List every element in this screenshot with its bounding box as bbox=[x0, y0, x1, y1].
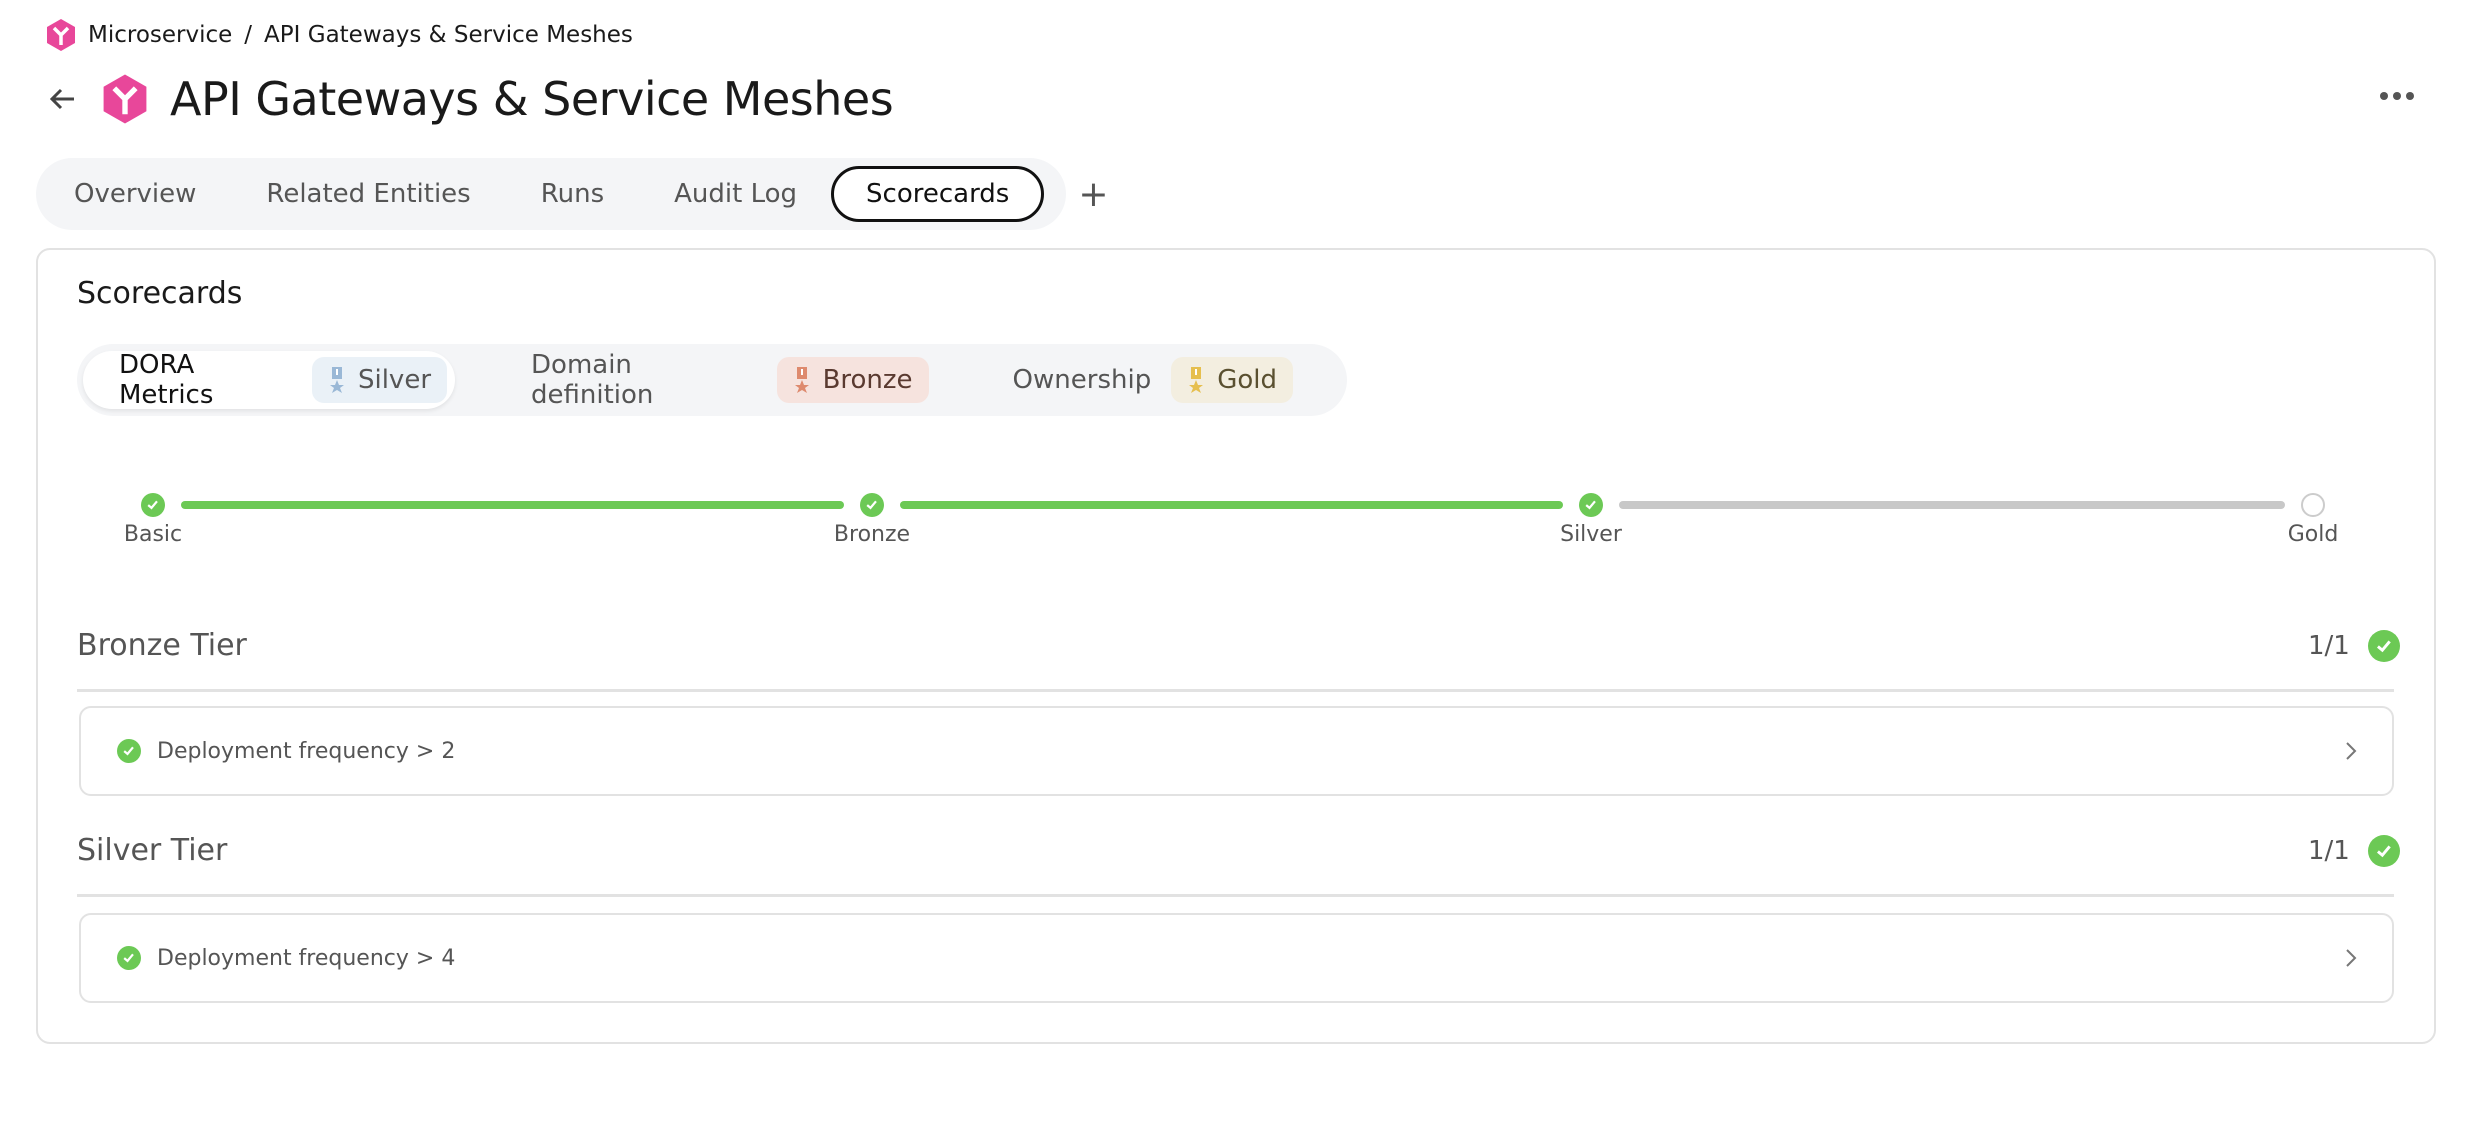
breadcrumb-current: API Gateways & Service Meshes bbox=[264, 22, 633, 48]
tab-related-entities[interactable]: Related Entities bbox=[266, 179, 471, 209]
dot-icon bbox=[2406, 92, 2414, 100]
divider bbox=[77, 689, 2394, 692]
rule-item[interactable]: Deployment frequency > 4 bbox=[79, 913, 2394, 1003]
level-label: Silver bbox=[357, 365, 432, 395]
progress-segment bbox=[1619, 501, 2285, 509]
more-options-button[interactable] bbox=[2380, 92, 2414, 100]
chevron-right-icon bbox=[2346, 949, 2357, 967]
level-label: Gold bbox=[1217, 365, 1277, 395]
check-circle-icon bbox=[860, 493, 884, 517]
divider bbox=[77, 894, 2394, 897]
tab-scorecards[interactable]: Scorecards bbox=[831, 166, 1045, 222]
level-badge: Gold bbox=[1171, 357, 1293, 403]
scorecards-panel bbox=[36, 248, 2436, 1044]
tier-count: 1/1 bbox=[2308, 631, 2350, 661]
medal-icon bbox=[329, 367, 344, 393]
rule-item[interactable]: Deployment frequency > 2 bbox=[79, 706, 2394, 796]
tier-count: 1/1 bbox=[2308, 836, 2350, 866]
tab-runs[interactable]: Runs bbox=[540, 179, 605, 209]
check-circle-icon bbox=[117, 946, 141, 970]
tier-status: 1/1 bbox=[2308, 630, 2400, 662]
tier-title: Bronze Tier bbox=[77, 628, 247, 663]
scorecard-selector: DORA Metrics Silver Domain definition Bro… bbox=[77, 344, 1347, 416]
level-badge: Bronze bbox=[776, 357, 929, 403]
tab-audit-log[interactable]: Audit Log bbox=[674, 179, 798, 209]
level-label: Bronze bbox=[833, 522, 911, 547]
tab-overview[interactable]: Overview bbox=[74, 179, 197, 209]
page-title: API Gateways & Service Meshes bbox=[170, 72, 894, 126]
check-circle-icon bbox=[141, 493, 165, 517]
medal-icon bbox=[1189, 367, 1204, 393]
scorecard-tab-dora-metrics[interactable]: DORA Metrics Silver bbox=[83, 350, 456, 410]
progress-segment bbox=[181, 501, 844, 509]
empty-circle-icon bbox=[2301, 493, 2325, 517]
level-label: Silver bbox=[1560, 522, 1622, 547]
scorecard-name: Ownership bbox=[1012, 365, 1152, 395]
tier-status: 1/1 bbox=[2308, 835, 2400, 867]
rule-label: Deployment frequency > 4 bbox=[157, 945, 456, 971]
breadcrumb-parent[interactable]: Microservice bbox=[88, 22, 233, 48]
section-title: Scorecards bbox=[77, 276, 243, 311]
microservice-cube-icon bbox=[47, 19, 75, 51]
back-arrow-icon[interactable] bbox=[46, 82, 80, 116]
scorecard-name: DORA Metrics bbox=[119, 350, 214, 410]
progress-segment bbox=[900, 501, 1563, 509]
page-header: API Gateways & Service Meshes bbox=[46, 72, 894, 126]
check-circle-icon bbox=[1579, 493, 1603, 517]
chevron-right-icon bbox=[2346, 742, 2357, 760]
breadcrumb-separator: / bbox=[244, 22, 253, 48]
dot-icon bbox=[2380, 92, 2388, 100]
level-label: Bronze bbox=[822, 365, 913, 395]
check-circle-icon bbox=[2367, 630, 2400, 662]
check-circle-icon bbox=[2367, 835, 2400, 867]
level-badge: Silver bbox=[311, 357, 448, 403]
scorecard-tab-ownership[interactable]: Ownership Gold bbox=[977, 351, 1301, 409]
check-circle-icon bbox=[117, 739, 141, 763]
level-label: Basic bbox=[123, 522, 183, 547]
dot-icon bbox=[2393, 92, 2401, 100]
add-tab-button[interactable]: + bbox=[1078, 173, 1109, 215]
scorecard-tab-domain-definition[interactable]: Domain definition Bronze bbox=[495, 350, 937, 410]
level-label: Gold bbox=[2287, 522, 2339, 547]
rule-label: Deployment frequency > 2 bbox=[157, 738, 456, 764]
tab-bar: Overview Related Entities Runs Audit Log… bbox=[36, 158, 1109, 230]
breadcrumb: Microservice / API Gateways & Service Me… bbox=[46, 18, 633, 52]
microservice-cube-icon bbox=[103, 74, 147, 124]
medal-icon bbox=[794, 367, 809, 393]
scorecard-name: Domain definition bbox=[531, 350, 654, 410]
tier-title: Silver Tier bbox=[77, 833, 228, 868]
